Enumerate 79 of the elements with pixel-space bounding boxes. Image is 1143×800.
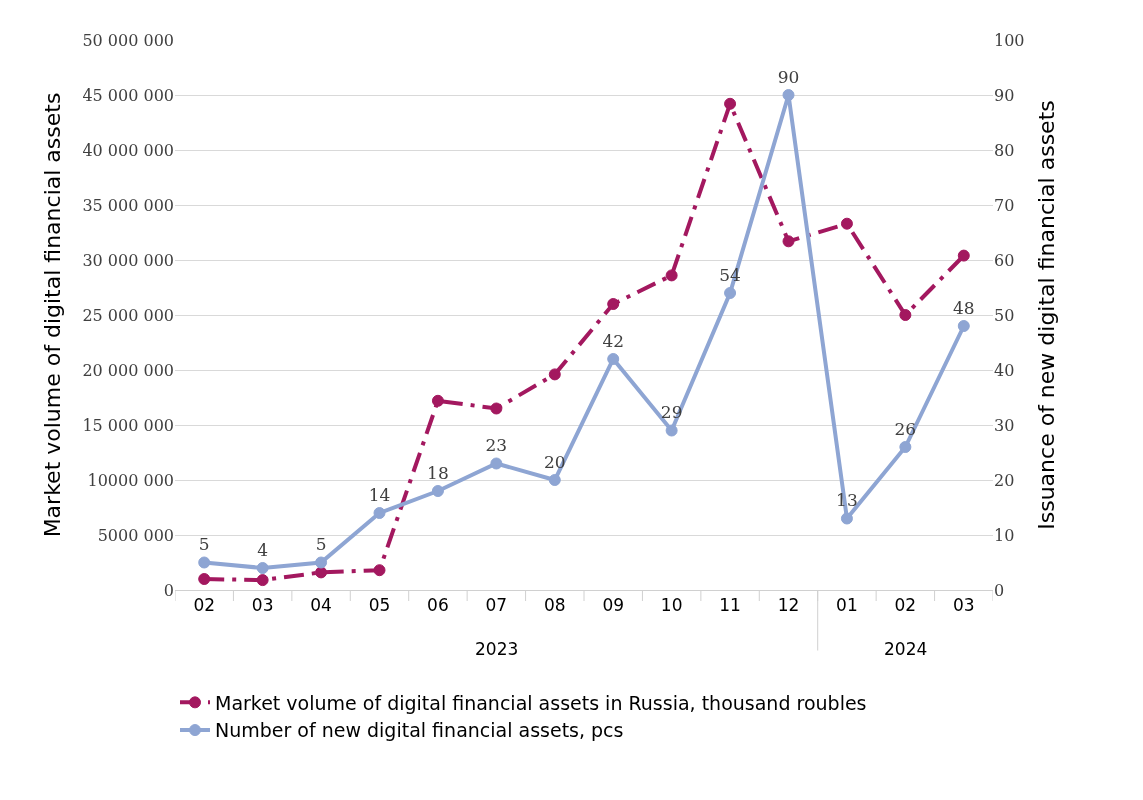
data-label: 48 [952, 297, 975, 318]
data-label: 5 [198, 534, 210, 555]
point [315, 566, 328, 579]
point [373, 564, 386, 577]
y-tick-label: 5000 000 [97, 525, 174, 545]
y2-tick-label: 100 [994, 30, 1025, 50]
point [782, 89, 795, 101]
point [665, 269, 678, 282]
text: 2023 [475, 639, 519, 659]
point [724, 287, 737, 299]
x-tick-label: 03 [251, 595, 274, 616]
point [840, 217, 853, 230]
legend-label: Market volume of digital financial assets in Russia, thousand roubles [215, 691, 867, 714]
y-tick-label: 20 000 000 [82, 360, 174, 380]
y2-tick-label: 30 [994, 415, 1015, 435]
x-tick-label: 11 [719, 595, 741, 616]
x-tick-label: 04 [310, 595, 332, 616]
point [899, 441, 912, 453]
text: 2024 [884, 639, 928, 659]
point [957, 249, 970, 262]
point [256, 562, 269, 574]
x-tick-label: 10 [660, 595, 683, 616]
point [899, 309, 912, 321]
x-tick-label: 02 [193, 595, 216, 616]
y2-tick-label: 70 [994, 195, 1015, 215]
y-tick-label: 0 [163, 580, 174, 600]
y2-tick-label: 40 [994, 360, 1015, 380]
x-tick-label: 12 [777, 595, 800, 616]
point [548, 368, 561, 381]
data-label: 14 [368, 484, 391, 505]
point [373, 507, 386, 519]
data-label: 42 [602, 330, 625, 351]
y-tick-label: 15 000 000 [82, 415, 174, 435]
y-tick-label: 45 000 000 [82, 85, 174, 105]
y-tick-label: 40 000 000 [82, 140, 174, 160]
point [957, 320, 970, 332]
y2-axis-title: Issuance of new digital financial assets [1034, 100, 1060, 530]
y2-tick-label: 80 [994, 140, 1015, 160]
point [431, 485, 444, 497]
point [490, 402, 503, 415]
y2-tick-label: 60 [994, 250, 1015, 270]
data-label: 23 [485, 435, 508, 456]
point [782, 235, 795, 248]
point [840, 512, 853, 525]
point [607, 298, 620, 310]
x-tick-label: 01 [836, 595, 858, 616]
data-label: 18 [427, 462, 449, 483]
y-tick-label: 25 000 000 [82, 305, 174, 325]
point [548, 474, 561, 486]
point [256, 574, 269, 587]
point [724, 97, 737, 110]
y-tick-label: 35 000 000 [82, 195, 174, 215]
data-label: 4 [257, 539, 269, 560]
point [198, 573, 211, 585]
y-axis-title: Market volume of digital financial assets [40, 92, 66, 538]
x-tick-label: 07 [485, 595, 508, 616]
y2-tick-label: 90 [994, 85, 1015, 105]
x-tick-label: 02 [894, 595, 917, 616]
y-tick-label: 50 000 000 [82, 30, 174, 50]
y-tick-label: 30 000 000 [82, 250, 174, 270]
point [431, 394, 444, 407]
y2-tick-label: 50 [994, 305, 1015, 325]
y2-tick-label: 10 [994, 525, 1015, 545]
y2-tick-label: 20 [994, 470, 1015, 490]
x-tick-label: 09 [602, 595, 625, 616]
point [490, 457, 503, 470]
legend-label: Number of new digital financial assets, pcs [215, 719, 624, 742]
x-tick-label: 08 [543, 595, 566, 616]
point [315, 556, 328, 569]
data-label: 90 [777, 66, 800, 87]
point [665, 424, 678, 437]
x-tick-label: 03 [952, 595, 975, 616]
point [198, 556, 211, 569]
data-label: 5 [315, 534, 327, 555]
y2-tick-label: 0 [994, 580, 1005, 600]
x-tick-label: 05 [368, 595, 391, 616]
point [607, 353, 620, 365]
y-tick-label: 10000 000 [87, 470, 174, 490]
x-tick-label: 06 [427, 595, 449, 616]
